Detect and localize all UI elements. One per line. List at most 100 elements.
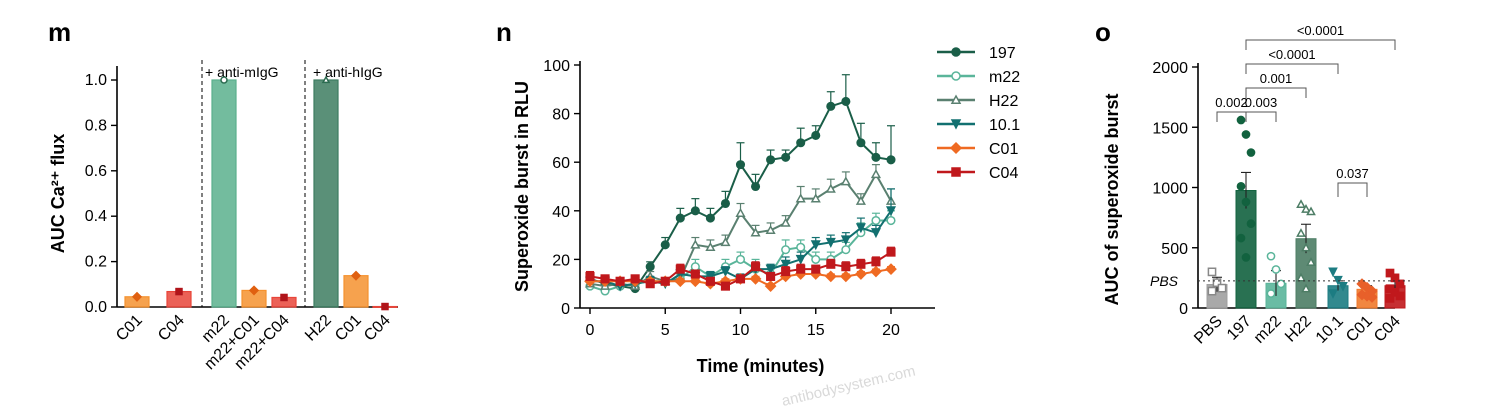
x-axis-label: Time (minutes) (697, 356, 825, 376)
y-tick-label: 0.2 (85, 254, 107, 271)
data-point (690, 206, 700, 216)
y-axis-label: AUC of superoxide burst (1102, 93, 1122, 305)
data-point (720, 237, 731, 247)
data-point (795, 254, 806, 265)
data-point (131, 291, 143, 302)
data-point (825, 183, 836, 193)
x-tick-label: C04 (361, 312, 394, 345)
data-point (1212, 278, 1222, 288)
data-point (690, 262, 700, 272)
y-tick-label: 1.0 (85, 72, 107, 89)
data-point (765, 224, 776, 235)
data-point (885, 206, 897, 217)
data-point (705, 271, 716, 282)
data-point (600, 274, 610, 284)
data-point (780, 259, 791, 270)
x-tick-label: C01 (113, 312, 146, 345)
data-point (690, 239, 701, 249)
pbs-reference-label: PBS (1150, 273, 1179, 289)
comparison-bracket (1245, 39, 1396, 50)
x-tick-label: PBS (1191, 313, 1226, 348)
y-tick-label: 2000 (1152, 60, 1188, 77)
data-point (796, 138, 806, 148)
data-point (1328, 267, 1338, 278)
y-tick-label: 80 (552, 107, 570, 124)
data-point (1356, 278, 1368, 290)
x-tick-label: C04 (1371, 313, 1404, 346)
data-point (781, 267, 791, 277)
p-value-label: <0.0001 (1268, 47, 1315, 62)
data-point (855, 223, 866, 234)
data-point (1296, 199, 1306, 208)
legend-marker (951, 71, 961, 81)
data-point (1395, 291, 1405, 301)
data-point (1328, 289, 1338, 299)
data-point (1241, 253, 1251, 262)
data-point (839, 270, 852, 283)
p-value-label: 0.003 (1245, 95, 1278, 110)
legend-marker (951, 47, 961, 57)
legend-label: 10.1 (989, 117, 1020, 134)
data-point (1385, 294, 1395, 303)
x-tick-label: m22 (1251, 313, 1285, 347)
data-point (765, 264, 776, 275)
data-point (1296, 228, 1306, 237)
x-tick-label: 5 (661, 322, 670, 339)
data-point (735, 254, 746, 264)
data-point (615, 276, 625, 286)
data-point (751, 262, 761, 272)
data-point (841, 96, 851, 106)
y-tick-label: 40 (552, 204, 570, 221)
data-point (630, 274, 640, 284)
data-point (886, 215, 896, 226)
data-point (705, 241, 716, 252)
data-point (689, 275, 702, 288)
x-tick-label: H22 (302, 312, 335, 345)
data-point (175, 287, 183, 296)
data-point (585, 271, 595, 281)
data-point (720, 198, 731, 209)
data-point (1241, 130, 1251, 139)
panel-label-m: m (48, 17, 71, 47)
data-point (248, 285, 260, 296)
panel-m-bar-chart: 0.0 0.2 0.4 0.6 0.8 1.0 AUC Ca²⁺ flux + anti-mI… (48, 60, 398, 373)
data-point (1306, 257, 1316, 266)
data-point (675, 264, 685, 274)
data-point (1271, 265, 1281, 274)
data-point (810, 193, 821, 203)
data-point (1390, 273, 1400, 283)
data-point (1266, 289, 1276, 298)
data-point (1207, 267, 1217, 277)
data-point (766, 155, 776, 165)
data-point (871, 257, 881, 267)
x-tick-label: 20 (882, 322, 900, 339)
p-value-label: 0.001 (1260, 71, 1293, 86)
data-point (720, 267, 731, 278)
legend-label: H22 (989, 93, 1018, 110)
data-point (885, 263, 897, 275)
data-point (690, 269, 700, 279)
data-point (1333, 275, 1343, 286)
p-value-label: <0.0001 (1297, 23, 1344, 38)
y-tick-label: 1000 (1152, 181, 1188, 198)
data-point (660, 276, 670, 286)
data-point (735, 160, 746, 170)
data-point (886, 247, 896, 257)
y-tick-label: 0.4 (85, 208, 107, 225)
y-tick-label: 500 (1161, 241, 1188, 258)
comparison-bracket (1245, 111, 1277, 122)
data-point (735, 207, 746, 218)
data-point (735, 274, 746, 284)
data-point (350, 270, 362, 281)
data-point (1246, 148, 1256, 157)
x-tick-label: C01 (332, 312, 365, 345)
x-tick-label: 10 (732, 322, 750, 339)
data-point (1306, 206, 1316, 216)
data-point (840, 176, 851, 186)
legend-label: C04 (989, 165, 1018, 182)
data-point (1241, 197, 1251, 207)
x-tick-label: 0 (586, 322, 595, 339)
data-point (826, 101, 836, 111)
data-point (781, 152, 791, 162)
y-axis-label: Superoxide burst in RLU (512, 81, 532, 292)
